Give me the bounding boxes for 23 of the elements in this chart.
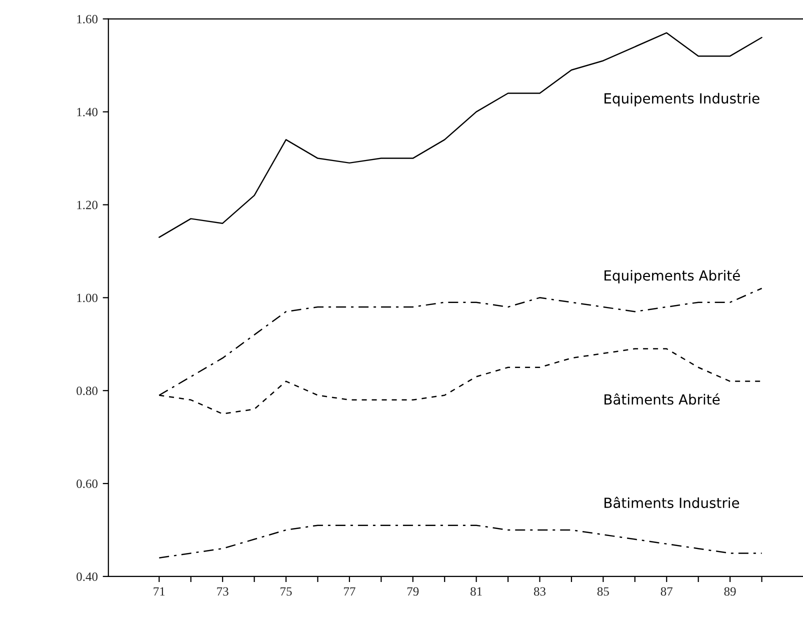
y-tick-label: 1.60 [77, 14, 98, 24]
y-tick-label: 1.40 [77, 108, 98, 116]
x-tick-label: 71 [154, 587, 165, 596]
y-tick-label: 1.20 [77, 200, 98, 210]
y-tick-label: 0.80 [76, 386, 98, 396]
series-label: Bâtiments Abrité [604, 393, 720, 405]
x-tick-label: 87 [660, 587, 673, 596]
x-tick-label: 77 [344, 587, 356, 596]
x-tick-label: 89 [724, 587, 736, 596]
x-tick-label: 83 [534, 587, 546, 596]
y-tick-label: 0.40 [76, 572, 98, 581]
series-label: Bâtiments Industrie [604, 496, 740, 508]
x-tick-label: 81 [470, 587, 482, 596]
series-label: Equipements Abrité [604, 269, 740, 284]
text: Equipements Industrie [604, 92, 760, 106]
x-tick-label: 73 [217, 587, 228, 596]
line-series [158, 524, 762, 558]
x-tick-label: 85 [597, 587, 609, 596]
y-tick-label: 0.60 [76, 480, 98, 488]
x-tick-label: 75 [280, 587, 292, 596]
line-series [158, 32, 762, 238]
x-tick-label: 79 [407, 587, 419, 596]
y-tick-label: 1.00 [77, 294, 98, 302]
